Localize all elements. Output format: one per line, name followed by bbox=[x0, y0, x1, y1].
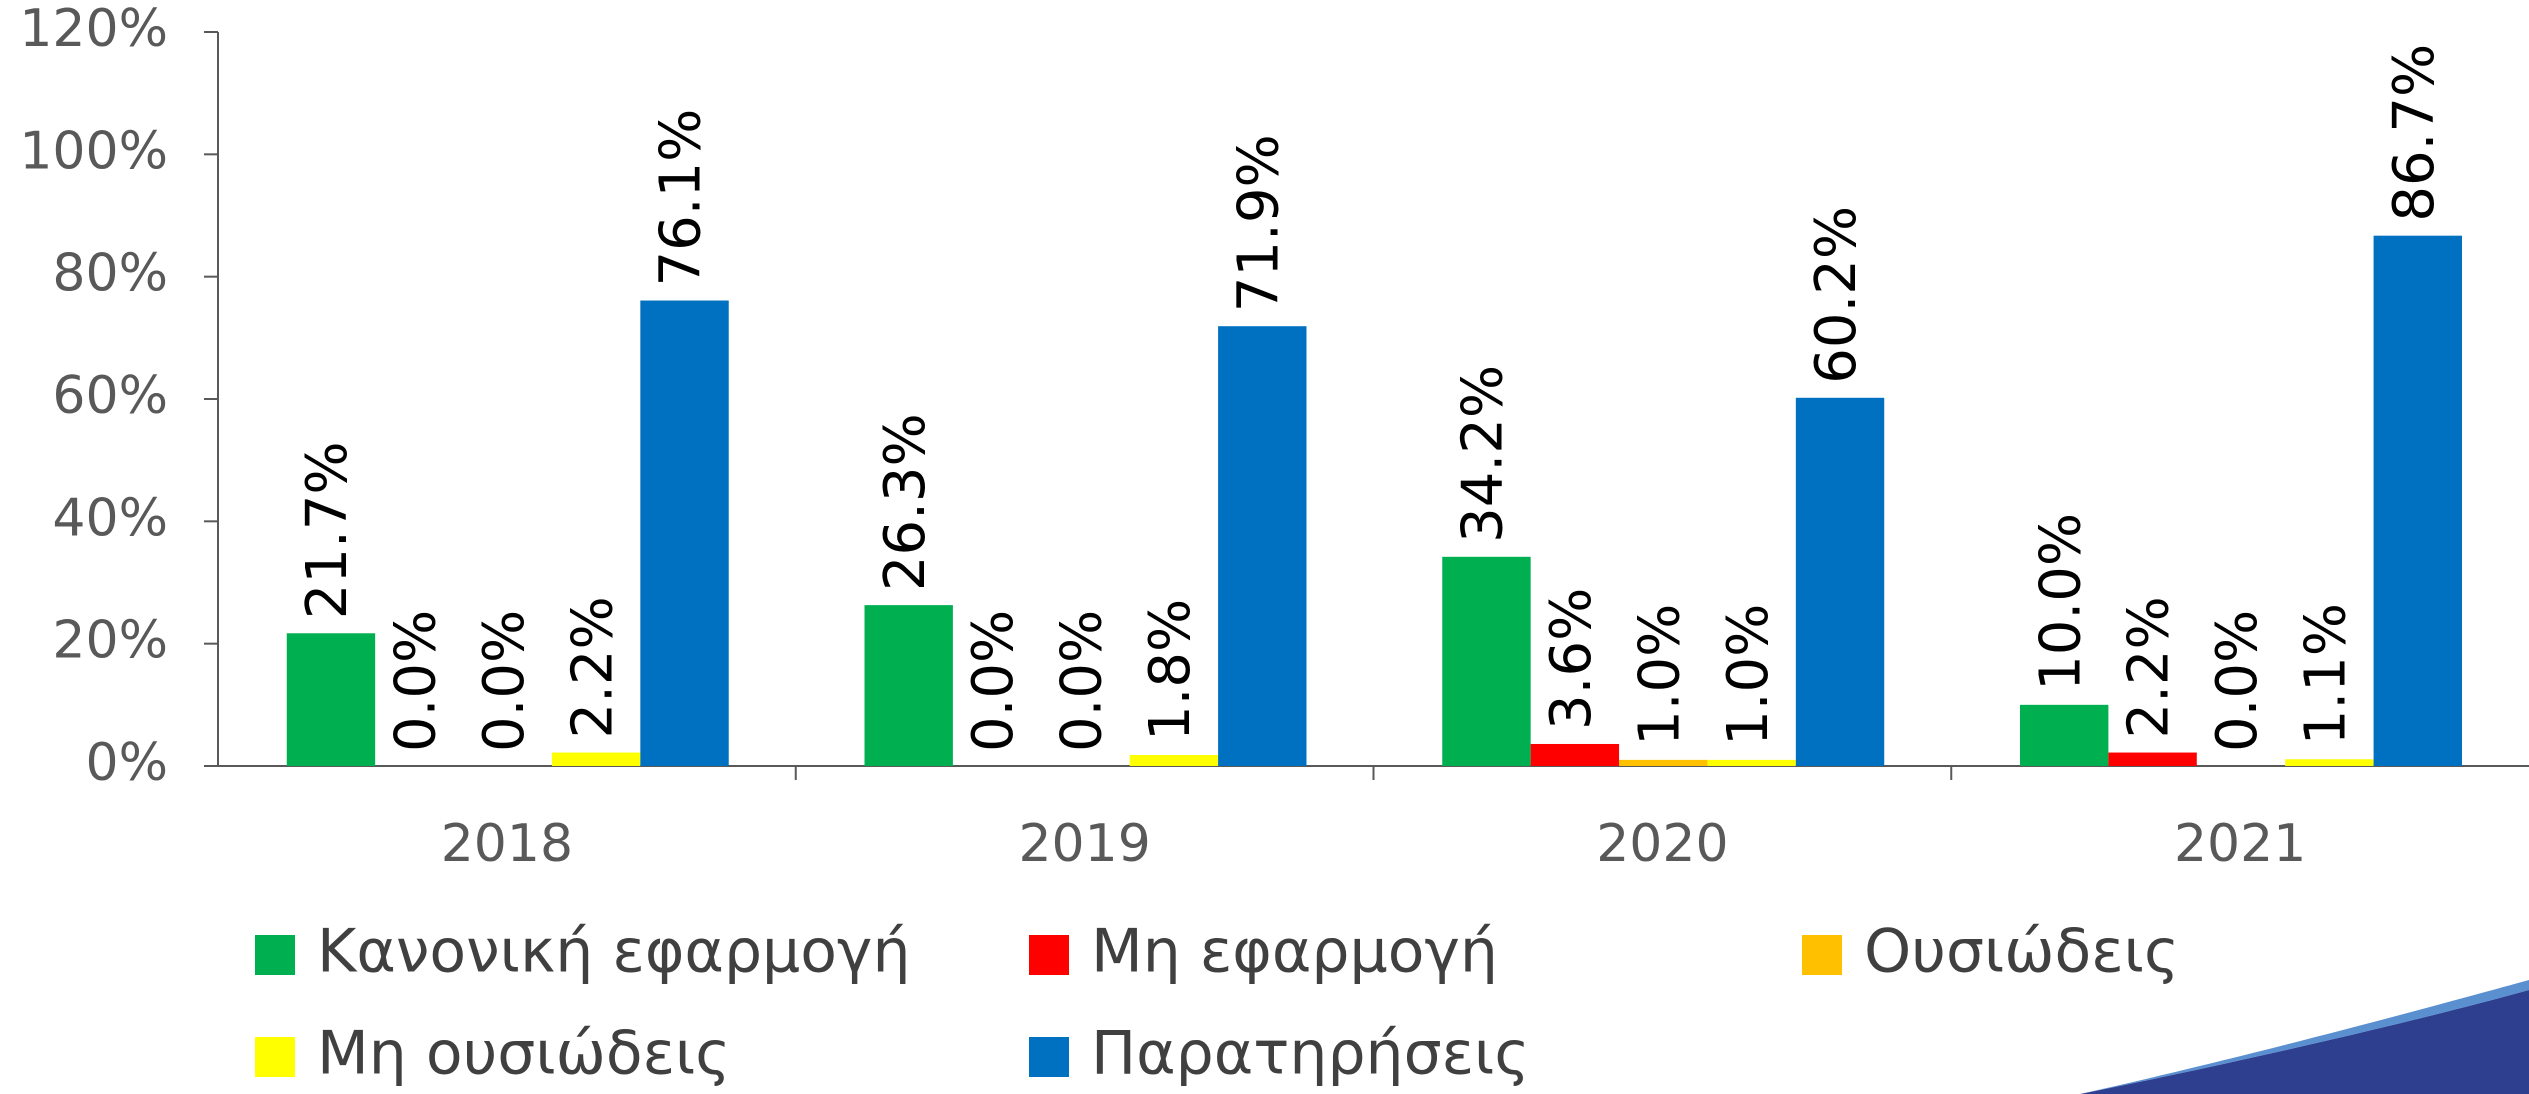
bar bbox=[1129, 754, 1219, 766]
value-label: 1.0% bbox=[1716, 604, 1781, 746]
y-tick-label: 120% bbox=[19, 0, 168, 59]
legend-swatch bbox=[1029, 1037, 1069, 1077]
legend-label: Παρατηρήσεις bbox=[1091, 1019, 1530, 1089]
y-tick-label: 0% bbox=[86, 733, 169, 793]
value-label: 1.8% bbox=[1138, 599, 1203, 741]
value-label: 3.6% bbox=[1539, 588, 1604, 730]
x-tick-label: 2021 bbox=[2174, 814, 2306, 874]
y-tick-label: 40% bbox=[52, 488, 168, 548]
value-label: 10.0% bbox=[2028, 513, 2093, 691]
legend-label: Ουσιώδεις bbox=[1864, 917, 2179, 987]
legend-swatch bbox=[1029, 935, 1069, 975]
decor-swoosh bbox=[2080, 990, 2529, 1094]
bar bbox=[1218, 326, 1307, 766]
bar bbox=[1530, 743, 1620, 766]
bar bbox=[551, 752, 641, 766]
value-label: 1.1% bbox=[2294, 603, 2359, 745]
y-tick-label: 80% bbox=[52, 244, 168, 304]
value-label: 0.0% bbox=[1050, 610, 1115, 752]
bar bbox=[1619, 759, 1708, 766]
value-label: 76.1% bbox=[649, 109, 714, 287]
bar bbox=[864, 605, 953, 766]
value-label: 71.9% bbox=[1226, 134, 1291, 312]
bar bbox=[1707, 759, 1796, 766]
y-tick-label: 100% bbox=[19, 121, 168, 181]
bar bbox=[286, 633, 376, 766]
value-label: 0.0% bbox=[383, 610, 448, 752]
value-label: 34.2% bbox=[1451, 365, 1516, 543]
bar bbox=[640, 300, 729, 766]
x-tick-label: 2018 bbox=[441, 814, 573, 874]
value-label: 2.2% bbox=[560, 596, 625, 738]
value-label: 2.2% bbox=[2117, 596, 2182, 738]
value-label: 60.2% bbox=[1804, 206, 1869, 384]
value-label: 0.0% bbox=[961, 610, 1026, 752]
bar bbox=[2285, 759, 2374, 766]
bar bbox=[2020, 704, 2109, 766]
value-label: 0.0% bbox=[2205, 610, 2270, 752]
legend-swatch bbox=[1802, 935, 1842, 975]
value-label: 86.7% bbox=[2382, 44, 2447, 222]
value-label: 26.3% bbox=[873, 413, 938, 591]
value-label: 1.0% bbox=[1627, 604, 1692, 746]
legend-label: Μη ουσιώδεις bbox=[317, 1019, 731, 1089]
x-tick-label: 2019 bbox=[1018, 814, 1150, 874]
bar bbox=[1442, 556, 1531, 766]
y-tick-label: 20% bbox=[52, 611, 168, 671]
value-label: 0.0% bbox=[472, 610, 537, 752]
x-tick-label: 2020 bbox=[1596, 814, 1728, 874]
legend-label: Κανονική εφαρμογή bbox=[317, 917, 910, 987]
y-tick-label: 60% bbox=[52, 366, 168, 426]
legend-swatch bbox=[255, 935, 295, 975]
value-label: 21.7% bbox=[295, 441, 360, 619]
bar bbox=[2108, 752, 2197, 766]
bar bbox=[2373, 235, 2462, 766]
legend-swatch bbox=[255, 1037, 295, 1077]
bar bbox=[1795, 397, 1885, 766]
legend-label: Μη εφαρμογή bbox=[1091, 917, 1498, 987]
